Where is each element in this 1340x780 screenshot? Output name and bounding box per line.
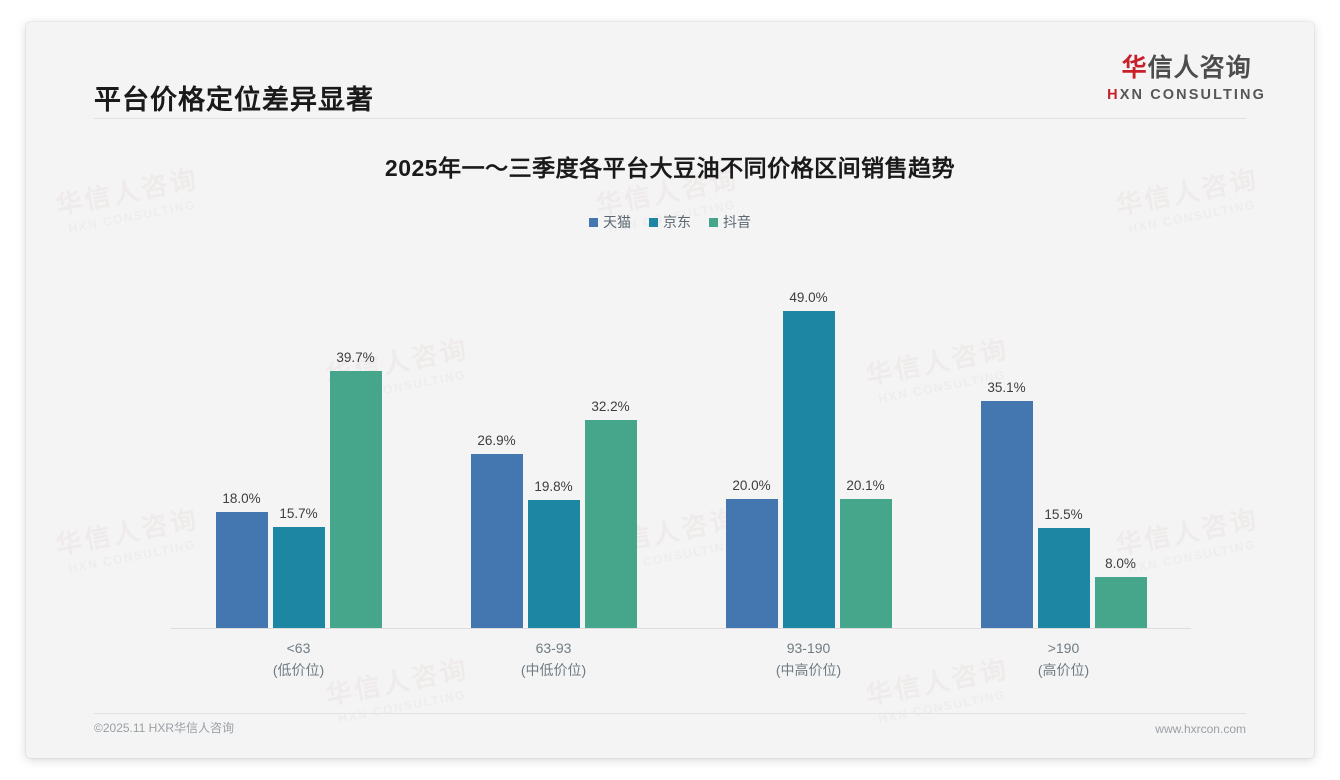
- footer-copyright: ©2025.11 HXR华信人咨询: [94, 721, 234, 735]
- bar-value-label: 32.2%: [591, 399, 630, 414]
- legend-label: 京东: [663, 214, 691, 230]
- x-axis-tick-range: <63: [286, 640, 311, 656]
- bar-column: 26.9%: [470, 272, 523, 629]
- bar-column: 15.5%: [1037, 272, 1090, 629]
- bar[interactable]: [1037, 528, 1090, 629]
- bar-value-label: 49.0%: [789, 289, 828, 305]
- x-axis-line: [171, 628, 1191, 629]
- company-logo: 华信人咨询 HXN CONSULTING: [1107, 56, 1266, 103]
- bar-column: 15.7%: [272, 272, 325, 629]
- bar[interactable]: [725, 499, 778, 629]
- footer-divider: [94, 713, 1246, 714]
- bar-value-label: 15.5%: [1044, 507, 1083, 523]
- slide-header: 平台价格定位差异显著 华信人咨询 HXN CONSULTING: [26, 22, 1314, 118]
- bar[interactable]: [1094, 577, 1147, 629]
- legend-label: 抖音: [723, 214, 751, 230]
- legend-item-京东[interactable]: 京东: [649, 212, 691, 232]
- logo-chinese: 华信人咨询: [1107, 56, 1266, 81]
- bar[interactable]: [782, 310, 835, 629]
- bar[interactable]: [527, 500, 580, 629]
- bar-value-label: 8.0%: [1105, 556, 1136, 572]
- logo-english-rest: XN CONSULTING: [1119, 87, 1266, 103]
- bar-value-label: 20.1%: [846, 477, 885, 493]
- x-axis-tick-range: 63-93: [535, 640, 572, 656]
- x-axis-tick-subtitle: (中高价位): [775, 662, 842, 679]
- chart-legend: 天猫 京东 抖音: [26, 212, 1314, 232]
- bar-column: 20.0%: [725, 272, 778, 629]
- bar[interactable]: [272, 527, 325, 629]
- chart-plot-area: 18.0% 15.7% 39.7% 26.9% 19.8% 32.2% 20.0% 49.0%…: [171, 272, 1191, 629]
- bar[interactable]: [470, 454, 523, 629]
- chart-title: 2025年一～三季度各平台大豆油不同价格区间销售趋势: [384, 155, 956, 181]
- logo-english: HXN CONSULTING: [1107, 88, 1266, 103]
- bar[interactable]: [980, 401, 1033, 629]
- bar-column: 49.0%: [782, 272, 835, 629]
- bar-value-label: 35.1%: [987, 380, 1026, 396]
- x-axis-tick-label: >190 (高价位): [936, 637, 1191, 682]
- bar-column: 19.8%: [527, 272, 580, 629]
- chart: 2025年一～三季度各平台大豆油不同价格区间销售趋势 天猫 京东 抖音 18.0% 1…: [26, 22, 1314, 758]
- x-axis-tick-label: <63 (低价位): [171, 637, 426, 682]
- bar-column: 8.0%: [1094, 272, 1147, 629]
- logo-chinese-accent: 华: [1121, 54, 1148, 82]
- bar-column: 32.2%: [584, 272, 637, 629]
- x-axis-tick-range: >190: [1047, 640, 1080, 656]
- footer-website: www.hxrcon.com: [1155, 722, 1246, 736]
- bar[interactable]: [215, 512, 268, 629]
- x-axis-tick-range: 93-190: [786, 640, 831, 656]
- legend-item-天猫[interactable]: 天猫: [589, 212, 631, 232]
- bar-group: 35.1% 15.5% 8.0%: [936, 272, 1191, 629]
- bar-column: 39.7%: [329, 272, 382, 629]
- legend-swatch-icon: [649, 217, 658, 227]
- bar-group: 18.0% 15.7% 39.7%: [171, 272, 426, 629]
- bar-column: 20.1%: [839, 272, 892, 629]
- x-axis-tick-subtitle: (高价位): [1037, 662, 1090, 679]
- x-axis-tick-label: 93-190 (中高价位): [681, 637, 936, 682]
- bar-value-label: 26.9%: [477, 433, 516, 449]
- bar-group: 20.0% 49.0% 20.1%: [681, 272, 936, 629]
- logo-english-accent: H: [1107, 87, 1120, 103]
- bar-group: 26.9% 19.8% 32.2%: [426, 272, 681, 629]
- bar-groups: 18.0% 15.7% 39.7% 26.9% 19.8% 32.2% 20.0% 49.0%…: [171, 272, 1191, 629]
- legend-label: 天猫: [603, 214, 631, 230]
- header-divider: [94, 118, 1246, 119]
- bar-value-label: 19.8%: [534, 479, 573, 495]
- legend-swatch-icon: [589, 217, 598, 227]
- x-axis-labels: <63 (低价位) 63-93 (中低价位) 93-190 (中高价位) >190 (高价位): [171, 637, 1191, 682]
- slide-card: 华信人咨询 HXN CONSULTING 华信人咨询 HXN CONSULTING 华信…: [26, 22, 1314, 758]
- x-axis-tick-subtitle: (中低价位): [520, 662, 587, 679]
- bar-value-label: 20.0%: [732, 478, 771, 494]
- logo-chinese-rest: 信人咨询: [1147, 54, 1252, 82]
- bar[interactable]: [584, 420, 637, 629]
- bar[interactable]: [329, 371, 382, 629]
- bar-value-label: 15.7%: [279, 506, 318, 522]
- bar-column: 18.0%: [215, 272, 268, 629]
- legend-swatch-icon: [709, 217, 718, 227]
- bar-value-label: 18.0%: [222, 491, 261, 507]
- page-title: 平台价格定位差异显著: [94, 85, 374, 115]
- x-axis-tick-subtitle: (低价位): [272, 662, 325, 679]
- bar[interactable]: [839, 498, 892, 629]
- x-axis-tick-label: 63-93 (中低价位): [426, 637, 681, 682]
- bar-value-label: 39.7%: [336, 350, 375, 366]
- legend-item-抖音[interactable]: 抖音: [709, 212, 751, 232]
- bar-column: 35.1%: [980, 272, 1033, 629]
